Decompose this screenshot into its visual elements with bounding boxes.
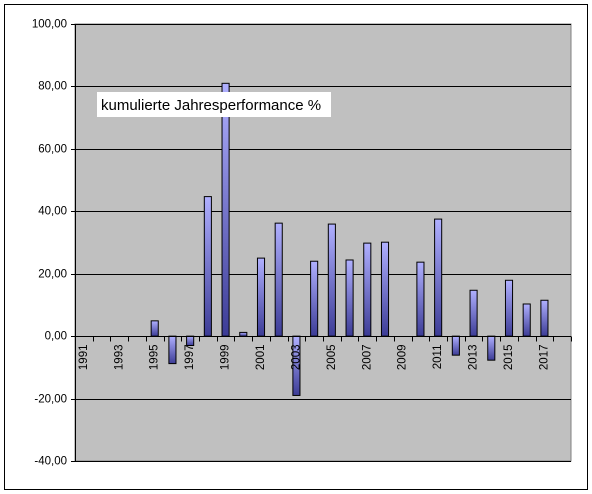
x-tick-label: 2005 <box>326 345 338 371</box>
bar <box>504 279 514 337</box>
y-tick-label: -20,00 <box>34 394 67 406</box>
bar <box>239 331 248 337</box>
bar <box>469 289 478 337</box>
bar <box>522 303 531 337</box>
y-tick-label: 60,00 <box>38 144 67 156</box>
y-tick-label: 20,00 <box>38 269 67 281</box>
x-tick-label: 2003 <box>290 345 302 371</box>
bar <box>416 261 425 337</box>
y-tick-label: -40,00 <box>34 456 67 468</box>
axes <box>71 24 572 462</box>
x-tick-label: 2001 <box>255 345 267 371</box>
x-tick-label: 2011 <box>432 345 444 370</box>
x-tick-label: 1999 <box>220 345 232 371</box>
bar <box>168 335 177 365</box>
x-tick-label: 1991 <box>78 345 90 371</box>
annotation: kumulierte Jahresperformance % <box>97 92 331 117</box>
y-tick-label: 40,00 <box>38 206 67 218</box>
bar <box>451 335 460 356</box>
x-tick-label: 1993 <box>113 345 125 371</box>
bar <box>434 218 443 337</box>
annotation-text: kumulierte Jahresperformance % <box>101 97 321 114</box>
x-tick-label: 1997 <box>184 345 196 371</box>
y-axis-labels: 100,00 80,00 60,00 40,00 20,00 0,00 -20,00 -40,… <box>32 19 67 468</box>
bar <box>380 241 390 337</box>
bar <box>221 82 230 337</box>
x-axis-labels: 1991 1993 1995 1997 1999 2001 2003 2005 2007 2009… <box>78 345 551 371</box>
bar <box>487 335 496 361</box>
x-tick-label: 2013 <box>468 345 480 371</box>
x-tick-label: 1995 <box>149 345 161 371</box>
bar <box>345 259 354 337</box>
plot-area <box>74 23 572 462</box>
bar <box>203 196 212 337</box>
x-tick-label: 2015 <box>503 345 515 371</box>
annotation-box <box>97 92 331 117</box>
y-tick-label: 100,00 <box>32 19 67 31</box>
x-tick-label: 2009 <box>397 345 409 371</box>
bar <box>327 223 336 337</box>
x-tick-label: 2007 <box>361 345 373 371</box>
y-tick-label: 0,00 <box>45 331 67 343</box>
bar <box>274 222 283 337</box>
bar <box>150 320 159 337</box>
bar <box>310 260 319 337</box>
bar <box>256 257 266 337</box>
x-tick-label: 2017 <box>538 345 550 371</box>
y-tick-label: 80,00 <box>38 81 67 93</box>
bar <box>186 335 195 347</box>
bar <box>363 242 372 337</box>
bar <box>540 299 549 337</box>
